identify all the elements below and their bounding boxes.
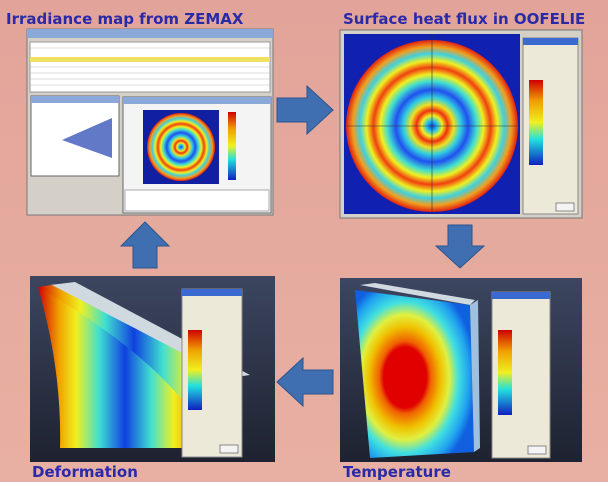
arrow-up — [119, 221, 171, 269]
label: Temperature — [343, 463, 451, 481]
arrow-right — [276, 84, 334, 136]
arrow-left — [276, 356, 334, 408]
zemax-screenshot — [26, 28, 274, 216]
oofelie-screenshot — [339, 29, 583, 219]
temperature-screenshot — [340, 278, 582, 462]
label: Surface heat flux in OOFELIE — [343, 10, 585, 28]
deformation-screenshot — [30, 276, 275, 462]
arrows — [119, 84, 486, 408]
label: Deformation — [32, 463, 138, 481]
label: Irradiance map from ZEMAX — [6, 10, 244, 28]
arrow-down — [434, 224, 486, 269]
